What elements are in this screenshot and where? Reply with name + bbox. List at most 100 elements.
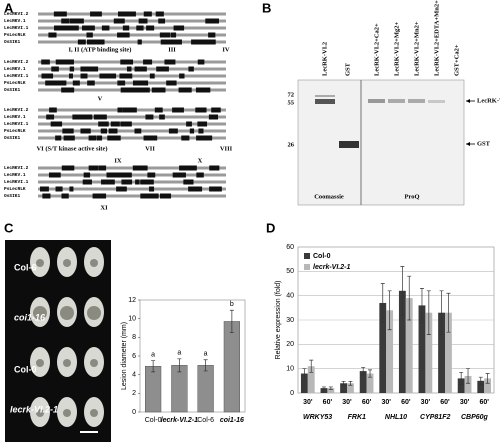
conserved-block: [209, 186, 222, 192]
conserved-block: [191, 39, 205, 45]
bar: [359, 371, 367, 393]
group-label: NHL10: [385, 414, 407, 421]
conserved-block: [119, 73, 131, 79]
conserved-block: [171, 39, 182, 45]
sequence-name: LecRKVI.2: [4, 165, 29, 171]
conserved-block: [48, 32, 57, 38]
sequence-name: PsLecRLK: [4, 128, 26, 134]
legend-label: lecrk-VI.2-1: [313, 264, 350, 271]
legend-swatch: [304, 264, 310, 270]
lane-label: GST: [344, 62, 351, 76]
conserved-block: [126, 66, 132, 72]
conserved-block: [61, 165, 70, 171]
sequence-name: PsLecRLK: [4, 186, 26, 192]
conserved-block: [201, 135, 213, 141]
x-tick-label: 60': [323, 399, 333, 406]
x-tick-label: 30': [303, 399, 313, 406]
conserved-block: [107, 135, 121, 141]
sequence-name: OsSIK1: [4, 39, 21, 45]
bar: [398, 290, 406, 393]
bar: [340, 383, 347, 393]
conserved-block: [69, 186, 74, 192]
error-bar: [229, 309, 234, 334]
conserved-block: [44, 59, 50, 65]
sequence-name: LecRKVI.1: [4, 121, 29, 127]
lesion: [36, 259, 44, 267]
conserved-block: [198, 128, 204, 134]
lesion: [63, 409, 71, 417]
lane-label: LecRK-VI.2+Mn2+: [413, 21, 420, 76]
conserved-block: [101, 25, 110, 31]
conserved-block: [134, 66, 147, 72]
domain-label: VII: [145, 145, 155, 152]
conserved-block: [208, 32, 216, 38]
panel-label: C: [4, 220, 14, 235]
conserved-block: [86, 39, 101, 45]
conserved-block: [155, 11, 161, 17]
conserved-block: [159, 32, 171, 38]
sequence-name: LecRKVI.2: [4, 59, 29, 65]
conserved-block: [98, 121, 103, 127]
lesion: [33, 306, 47, 320]
x-tick-label: Col-0: [145, 417, 162, 424]
band: [408, 99, 425, 103]
conserved-block: [42, 193, 49, 199]
y-tick-label: 10: [286, 366, 294, 373]
x-tick-label: 60': [362, 399, 372, 406]
x-tick-label: 30': [421, 399, 431, 406]
error-bar: [446, 292, 451, 333]
sequence-row: [38, 81, 226, 85]
genotype-label: coi1-16: [14, 312, 46, 322]
band: [339, 141, 359, 148]
legend-label: Col-0: [313, 253, 331, 260]
conserved-block: [83, 172, 91, 178]
conserved-block: [164, 59, 176, 65]
conserved-block: [138, 18, 148, 24]
bar: [477, 380, 485, 393]
conserved-block: [69, 66, 75, 72]
bar: [484, 378, 492, 393]
conserved-block: [111, 128, 118, 134]
conserved-block: [211, 107, 221, 113]
conserved-block: [62, 59, 74, 65]
conserved-block: [50, 121, 63, 127]
marker-label: 26: [288, 141, 295, 148]
conserved-block: [208, 114, 219, 120]
band-label: GST: [477, 140, 491, 147]
conserved-block: [98, 165, 107, 171]
domain-label: VI (S/T kinase active site): [36, 145, 107, 152]
error-bar: [348, 380, 353, 386]
x-tick-label: lecrk-VI.2-1: [161, 417, 198, 424]
conserved-block: [149, 73, 155, 79]
sequence-row: [38, 187, 226, 191]
conserved-block: [49, 107, 57, 113]
error-bar: [478, 376, 483, 385]
error-bar: [328, 386, 333, 390]
band: [315, 99, 335, 104]
conserved-block: [134, 128, 142, 134]
conserved-block: [106, 172, 120, 178]
bar: [145, 366, 162, 413]
conserved-block: [135, 179, 140, 185]
error-bar: [407, 275, 412, 321]
y-tick-label: 12: [128, 297, 136, 304]
conserved-block: [87, 80, 95, 86]
sequence-name: PsLecRLK: [4, 32, 26, 38]
y-tick-label: 6: [132, 353, 136, 360]
band: [428, 100, 445, 103]
conserved-block: [110, 121, 120, 127]
y-axis-label: Lesion diameter (mm): [121, 322, 128, 390]
significance-label: b: [230, 301, 234, 308]
band: [388, 99, 405, 103]
sequence-row: [38, 173, 226, 177]
bar: [300, 373, 308, 393]
error-bar: [302, 368, 307, 379]
error-bar: [485, 373, 490, 384]
x-tick-label: 60': [440, 399, 450, 406]
conserved-block: [117, 107, 123, 113]
domain-label: V: [98, 95, 103, 102]
conserved-block: [67, 25, 79, 31]
conserved-block: [86, 32, 93, 38]
conserved-block: [132, 80, 142, 86]
conserved-block: [63, 135, 75, 141]
